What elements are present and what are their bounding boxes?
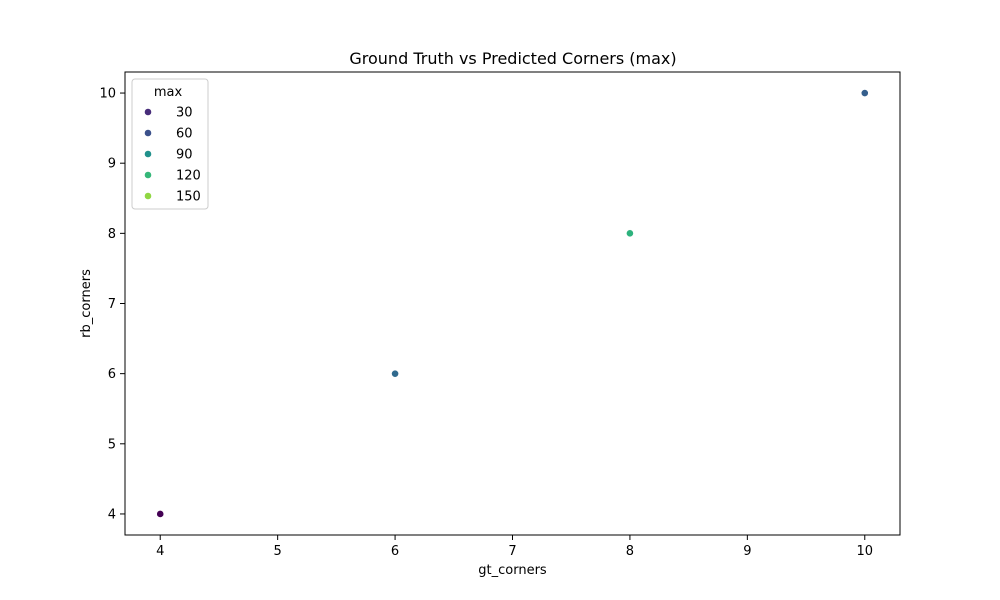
y-tick-label: 6 — [108, 367, 116, 382]
legend-marker — [144, 192, 152, 200]
plot-frame — [124, 71, 901, 536]
x-tick-label: 7 — [508, 544, 516, 559]
y-tick-label: 10 — [99, 87, 116, 102]
x-tick-label: 10 — [856, 544, 873, 559]
legend-label: 150 — [176, 190, 201, 205]
x-tick-label: 5 — [274, 544, 282, 559]
legend-title: max — [154, 85, 183, 100]
x-tick-label: 6 — [391, 544, 399, 559]
legend-marker — [144, 129, 152, 137]
legend-label: 60 — [176, 127, 193, 142]
y-tick-label: 7 — [108, 297, 116, 312]
legend-marker — [144, 150, 152, 158]
y-tick-label: 4 — [108, 507, 116, 522]
data-point — [626, 229, 634, 238]
legend-label: 30 — [176, 106, 193, 121]
legend-label: 90 — [176, 148, 193, 163]
y-tick-label: 9 — [108, 157, 116, 172]
data-point — [860, 89, 869, 97]
data-points — [156, 89, 869, 518]
y-tick-label: 8 — [108, 227, 116, 242]
data-point — [156, 510, 165, 518]
y-tick-label: 5 — [108, 437, 116, 452]
x-axis-label: gt_corners — [478, 563, 547, 578]
legend: max 30 60 90 120 150 — [131, 78, 209, 210]
data-point — [391, 369, 399, 378]
legend-marker — [144, 108, 152, 116]
legend-marker — [144, 171, 152, 179]
y-axis: 4 5 6 7 8 9 10 — [99, 87, 125, 522]
chart-title: Ground Truth vs Predicted Corners (max) — [349, 49, 676, 68]
x-tick-label: 8 — [626, 544, 634, 559]
x-axis: 4 5 6 7 8 9 10 — [156, 535, 873, 559]
legend-label: 120 — [176, 169, 201, 184]
x-tick-label: 9 — [743, 544, 751, 559]
y-axis-label: rb_corners — [79, 269, 94, 338]
x-tick-label: 4 — [156, 544, 164, 559]
